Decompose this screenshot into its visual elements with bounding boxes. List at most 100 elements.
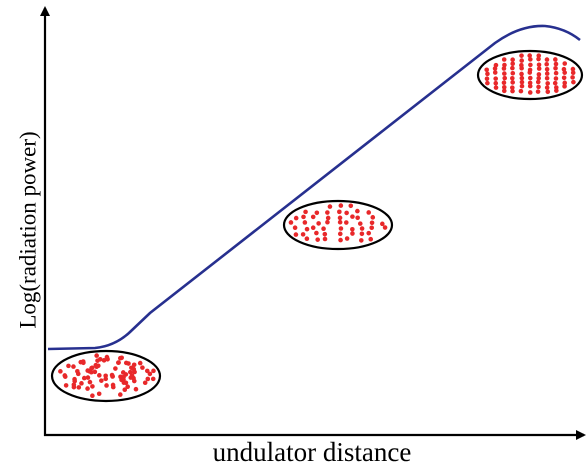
electron xyxy=(348,203,354,209)
electron xyxy=(350,214,355,219)
electron xyxy=(321,226,326,232)
electron xyxy=(119,355,124,361)
electron xyxy=(492,70,498,75)
electron xyxy=(570,70,576,76)
electron xyxy=(315,237,320,242)
electron xyxy=(109,372,115,378)
electron xyxy=(527,83,533,89)
electron xyxy=(536,66,542,71)
electron xyxy=(90,384,95,389)
electron xyxy=(325,215,331,221)
electron xyxy=(85,386,90,391)
y-axis-label: Log(radiation power) xyxy=(15,131,40,328)
electron xyxy=(562,80,568,86)
electron xyxy=(325,210,330,215)
electron xyxy=(536,75,541,81)
electron xyxy=(492,66,498,71)
electron xyxy=(303,209,308,215)
electron xyxy=(355,215,360,221)
electron xyxy=(344,236,350,241)
electron xyxy=(502,71,507,76)
electron xyxy=(359,226,365,231)
electron xyxy=(338,203,344,208)
electron xyxy=(502,62,507,68)
electron xyxy=(561,66,567,72)
electron xyxy=(519,71,524,77)
electron xyxy=(125,384,130,390)
gain-curve xyxy=(47,24,581,351)
electron xyxy=(97,373,102,378)
electron xyxy=(327,204,333,209)
electron xyxy=(75,371,81,377)
electron xyxy=(571,79,576,85)
electron xyxy=(337,215,343,221)
electron xyxy=(553,70,559,76)
electron xyxy=(544,71,550,76)
electron xyxy=(142,380,148,386)
electron xyxy=(519,79,525,85)
electron xyxy=(337,219,343,225)
electron xyxy=(344,210,349,216)
electron xyxy=(380,221,385,227)
electron xyxy=(510,85,515,90)
electron xyxy=(544,85,550,90)
electron xyxy=(553,61,559,67)
electron xyxy=(72,378,77,384)
electron xyxy=(553,57,558,62)
electron xyxy=(519,53,524,58)
electron xyxy=(293,215,299,221)
electron-bunches xyxy=(50,49,584,403)
electron xyxy=(484,76,490,82)
electron xyxy=(63,383,69,388)
electron xyxy=(292,225,298,231)
electron xyxy=(96,391,102,397)
electron xyxy=(337,209,342,215)
electron xyxy=(527,90,533,95)
bunch xyxy=(476,49,584,101)
electron xyxy=(544,61,549,67)
electron xyxy=(535,89,541,94)
electron xyxy=(94,353,99,358)
electron xyxy=(368,236,374,242)
electron xyxy=(528,57,533,62)
electron xyxy=(519,83,525,89)
electron xyxy=(71,364,76,369)
electron xyxy=(92,369,98,375)
electron xyxy=(536,53,542,58)
electron xyxy=(545,89,551,95)
electron xyxy=(382,225,388,230)
electron xyxy=(81,375,87,381)
electron xyxy=(562,61,568,66)
electron xyxy=(501,84,507,90)
electron xyxy=(131,378,137,384)
electron xyxy=(366,230,372,236)
electron xyxy=(66,363,71,369)
electron xyxy=(122,387,128,393)
electron xyxy=(536,72,542,77)
electron xyxy=(553,76,559,81)
electron xyxy=(120,370,126,375)
electron xyxy=(97,357,103,362)
electron xyxy=(316,221,321,226)
electron xyxy=(562,84,567,89)
electron xyxy=(151,368,156,374)
electron xyxy=(553,65,558,71)
electron xyxy=(128,369,133,375)
electron xyxy=(343,220,349,225)
electron xyxy=(58,369,63,374)
electron xyxy=(300,232,306,237)
electron xyxy=(90,393,95,399)
electron xyxy=(350,226,355,232)
electron xyxy=(355,208,360,214)
electron xyxy=(76,385,82,390)
electron xyxy=(510,57,515,62)
electron xyxy=(493,76,498,81)
electron xyxy=(87,379,93,385)
electron xyxy=(358,238,364,243)
electron xyxy=(536,62,542,68)
electron xyxy=(116,360,121,365)
electron xyxy=(527,53,532,58)
electron xyxy=(510,75,515,81)
electron xyxy=(133,386,139,392)
